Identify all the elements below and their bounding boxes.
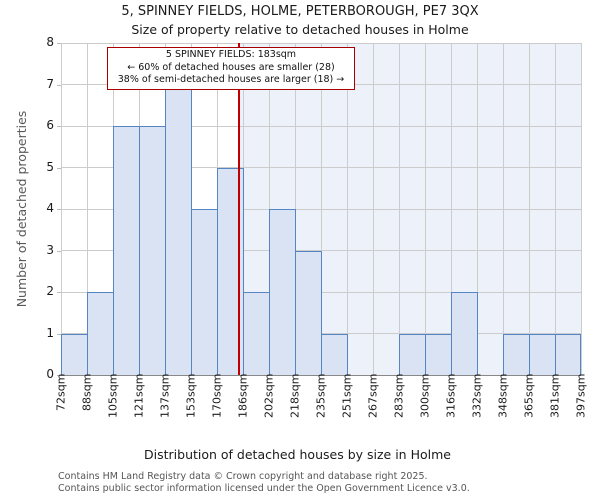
x-axis-title: Distribution of detached houses by size … bbox=[144, 447, 451, 462]
histogram-bar bbox=[529, 333, 556, 375]
annotation-smaller-stat: ← 60% of detached houses are smaller (28… bbox=[127, 61, 335, 73]
y-axis-title: Number of detached properties bbox=[14, 110, 29, 308]
histogram-bar bbox=[321, 333, 348, 375]
histogram-bar bbox=[295, 250, 322, 375]
x-tick-label: 202sqm bbox=[262, 373, 276, 418]
histogram-bar bbox=[191, 209, 218, 375]
histogram-bar bbox=[165, 84, 192, 375]
x-tick-label: 251sqm bbox=[340, 373, 354, 418]
x-axis-spine bbox=[61, 374, 581, 376]
y-tick-label: 8 bbox=[46, 35, 54, 49]
vertical-gridline bbox=[372, 43, 374, 375]
annotation-larger-stat: 38% of semi-detached houses are larger (… bbox=[117, 74, 345, 86]
x-tick-label: 381sqm bbox=[548, 373, 562, 418]
annotation-callout-box: 5 SPINNEY FIELDS: 183sqm ← 60% of detach… bbox=[107, 47, 355, 90]
footer-line-2: Contains public sector information licen… bbox=[58, 482, 470, 494]
chart-subtitle: Size of property relative to detached ho… bbox=[131, 22, 469, 37]
property-size-marker-line bbox=[237, 43, 240, 375]
histogram-bar bbox=[139, 126, 166, 375]
vertical-gridline bbox=[86, 43, 88, 375]
y-tick-mark bbox=[57, 84, 61, 86]
vertical-gridline bbox=[424, 43, 426, 375]
x-tick-label: 397sqm bbox=[574, 373, 588, 418]
y-tick-mark bbox=[57, 43, 61, 44]
x-tick-label: 267sqm bbox=[366, 373, 380, 418]
annotation-property-label: 5 SPINNEY FIELDS: 183sqm bbox=[165, 49, 297, 60]
vertical-gridline bbox=[450, 43, 452, 375]
y-tick-label: 2 bbox=[46, 284, 54, 298]
x-tick-label: 316sqm bbox=[444, 373, 458, 418]
x-tick-label: 186sqm bbox=[236, 373, 250, 418]
histogram-bar bbox=[555, 333, 581, 375]
x-tick-label: 153sqm bbox=[184, 373, 198, 418]
x-tick-label: 88sqm bbox=[80, 373, 94, 411]
x-tick-label: 283sqm bbox=[392, 373, 406, 418]
y-tick-mark bbox=[57, 375, 61, 376]
x-tick-label: 170sqm bbox=[210, 373, 224, 418]
histogram-bar bbox=[61, 333, 88, 375]
vertical-gridline bbox=[554, 43, 556, 375]
histogram-bar bbox=[243, 292, 270, 375]
y-tick-mark bbox=[57, 167, 61, 169]
histogram-bar bbox=[269, 209, 296, 375]
chart-title: 5, SPINNEY FIELDS, HOLME, PETERBOROUGH, … bbox=[121, 4, 479, 19]
x-tick-label: 332sqm bbox=[470, 373, 484, 418]
vertical-gridline bbox=[528, 43, 530, 375]
x-tick-label: 365sqm bbox=[522, 373, 536, 418]
y-tick-label: 5 bbox=[46, 159, 54, 174]
y-tick-mark bbox=[57, 292, 61, 293]
y-tick-label: 0 bbox=[46, 367, 54, 381]
x-tick-label: 300sqm bbox=[418, 373, 432, 418]
footer-line-1: Contains HM Land Registry data © Crown c… bbox=[58, 471, 428, 482]
plot-area: 5 SPINNEY FIELDS: 183sqm ← 60% of detach… bbox=[60, 42, 582, 376]
x-tick-label: 137sqm bbox=[158, 373, 172, 418]
y-tick-mark bbox=[57, 250, 61, 252]
y-tick-mark bbox=[57, 126, 61, 127]
vertical-gridline bbox=[346, 43, 348, 375]
y-tick-label: 1 bbox=[46, 325, 54, 340]
x-tick-label: 218sqm bbox=[288, 373, 302, 418]
x-tick-label: 348sqm bbox=[496, 373, 510, 418]
histogram-bar bbox=[425, 333, 452, 375]
histogram-bar bbox=[87, 292, 114, 375]
x-tick-label: 72sqm bbox=[54, 373, 68, 411]
y-tick-mark bbox=[57, 209, 61, 210]
x-tick-label: 121sqm bbox=[132, 373, 146, 418]
x-tick-label: 105sqm bbox=[106, 373, 120, 418]
vertical-gridline bbox=[320, 43, 322, 375]
histogram-bar bbox=[113, 126, 140, 375]
vertical-gridline bbox=[580, 43, 582, 375]
y-tick-mark bbox=[57, 333, 61, 335]
histogram-bar bbox=[399, 333, 426, 375]
y-tick-label: 6 bbox=[46, 118, 54, 132]
y-tick-label: 4 bbox=[46, 201, 54, 215]
attribution-footer: Contains HM Land Registry data © Crown c… bbox=[58, 471, 470, 494]
vertical-gridline bbox=[398, 43, 400, 375]
vertical-gridline bbox=[476, 43, 478, 375]
x-tick-label: 235sqm bbox=[314, 373, 328, 418]
histogram-bar bbox=[503, 333, 530, 375]
y-tick-label: 3 bbox=[46, 242, 54, 257]
histogram-bar bbox=[451, 292, 478, 375]
histogram-bar bbox=[217, 167, 244, 375]
y-tick-label: 7 bbox=[46, 76, 54, 91]
vertical-gridline bbox=[60, 43, 62, 375]
vertical-gridline bbox=[502, 43, 504, 375]
